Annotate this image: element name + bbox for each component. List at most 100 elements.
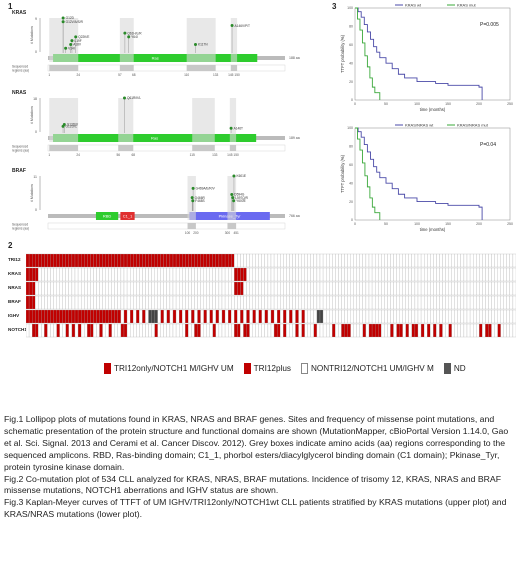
heatmap-cell bbox=[114, 309, 118, 324]
heatmap-cell bbox=[405, 281, 409, 296]
gene-panel-nras: NRAS 18 0 # Mutations Ras 189 aa Sequencedregi… bbox=[12, 90, 300, 157]
heatmap-cell bbox=[332, 309, 336, 324]
heatmap-cell bbox=[240, 253, 244, 268]
heatmap-cell bbox=[148, 253, 152, 268]
heatmap-cell bbox=[228, 281, 232, 296]
heatmap-cell bbox=[169, 295, 174, 310]
heatmap-cell bbox=[111, 267, 115, 282]
heatmap-cell bbox=[512, 253, 516, 268]
heatmap-cell bbox=[335, 295, 339, 310]
mutation-label: F468S bbox=[195, 199, 204, 203]
heatmap-cell bbox=[283, 253, 287, 268]
heatmap-cell bbox=[310, 281, 314, 296]
heatmap-cell bbox=[307, 309, 311, 324]
heatmap-cell bbox=[424, 309, 428, 324]
heatmap-cell bbox=[427, 267, 431, 282]
heatmap-cell bbox=[123, 267, 128, 282]
fig2-panel-number: 2 bbox=[8, 241, 13, 250]
heatmap-cell bbox=[41, 295, 45, 310]
heatmap-cell bbox=[445, 295, 449, 310]
heatmap-cell bbox=[231, 267, 235, 282]
heatmap-cell bbox=[163, 309, 167, 324]
heatmap-cell bbox=[417, 295, 422, 310]
seq-label: Sequenced bbox=[12, 145, 28, 149]
region-tick-label: 145 bbox=[227, 153, 233, 157]
y-tick-label: 0 bbox=[351, 218, 353, 222]
heatmap-cell bbox=[350, 281, 354, 296]
heatmap-cell bbox=[454, 253, 458, 268]
heatmap-cell bbox=[439, 309, 443, 324]
heatmap-cell bbox=[68, 309, 73, 324]
x-tick-label: 250 bbox=[507, 102, 513, 106]
heatmap-cell bbox=[228, 295, 232, 310]
heatmap-cell bbox=[258, 309, 262, 324]
heatmap-cell bbox=[289, 253, 293, 268]
heatmap-cell bbox=[221, 295, 226, 310]
heatmap-cell bbox=[433, 267, 437, 282]
heatmap-cell bbox=[197, 309, 201, 324]
lollipop-head bbox=[193, 42, 197, 46]
heatmap-cell bbox=[111, 309, 115, 324]
heatmap-cell bbox=[350, 323, 354, 338]
heatmap-cell bbox=[506, 323, 510, 338]
heatmap-cell bbox=[142, 281, 146, 296]
heatmap-cell bbox=[203, 281, 207, 296]
heatmap-cell bbox=[151, 253, 155, 268]
heatmap-cell bbox=[405, 253, 409, 268]
heatmap-cell bbox=[506, 295, 510, 310]
heatmap-cell bbox=[68, 253, 73, 268]
heatmap-cell bbox=[301, 253, 305, 268]
heatmap-cell bbox=[231, 295, 235, 310]
heatmap-cell bbox=[123, 309, 128, 324]
protein-length: 766 aa bbox=[289, 214, 300, 218]
heatmap-cell bbox=[133, 253, 137, 268]
heatmap-cell bbox=[463, 281, 468, 296]
heatmap-cell bbox=[44, 295, 48, 310]
heatmap-cell bbox=[405, 295, 409, 310]
heatmap-cell bbox=[350, 295, 354, 310]
heatmap-cell bbox=[252, 295, 256, 310]
sequenced-region-box bbox=[119, 65, 134, 71]
heatmap-cell bbox=[414, 309, 419, 324]
heatmap-cell bbox=[194, 309, 198, 324]
heatmap-cell bbox=[212, 323, 216, 338]
heatmap-cell bbox=[362, 253, 367, 268]
heatmap-cell bbox=[163, 323, 167, 338]
heatmap-cell bbox=[411, 267, 416, 282]
y-tick-label: 9 bbox=[35, 17, 37, 21]
heatmap-cell bbox=[96, 253, 100, 268]
heatmap-cell bbox=[228, 309, 232, 324]
heatmap-cell bbox=[77, 323, 82, 338]
heatmap-cell bbox=[139, 323, 143, 338]
heatmap-cell bbox=[466, 267, 471, 282]
heatmap-cell bbox=[90, 323, 94, 338]
heatmap-cell bbox=[307, 295, 311, 310]
heatmap-cell bbox=[469, 309, 474, 324]
heatmap-cell bbox=[466, 309, 471, 324]
heatmap-cell bbox=[130, 267, 134, 282]
heatmap-cell bbox=[105, 267, 109, 282]
lollipop-head bbox=[123, 31, 127, 35]
y-tick-label: 11 bbox=[33, 175, 37, 179]
heatmap-cell bbox=[96, 281, 100, 296]
heatmap-row-label: NOTCH1 bbox=[8, 327, 27, 332]
legend-label: TRI12only/NOTCH1 M/IGHV UM bbox=[114, 364, 234, 373]
heatmap-cell bbox=[442, 281, 446, 296]
heatmap-cell bbox=[231, 309, 235, 324]
heatmap-cell bbox=[332, 267, 336, 282]
heatmap-cell bbox=[237, 309, 241, 324]
heatmap-cell bbox=[310, 323, 314, 338]
heatmap-cell bbox=[194, 267, 198, 282]
heatmap-cell bbox=[267, 267, 272, 282]
heatmap-cell bbox=[114, 323, 118, 338]
heatmap-cell bbox=[396, 267, 400, 282]
sequenced-region-box bbox=[187, 223, 196, 229]
heatmap-cell bbox=[375, 309, 379, 324]
heatmap-cell bbox=[371, 309, 376, 324]
heatmap-cell bbox=[77, 267, 82, 282]
heatmap-cell bbox=[246, 323, 250, 338]
sequenced-regions-strip bbox=[47, 222, 286, 230]
heatmap-cell bbox=[506, 253, 510, 268]
km-curve-wt bbox=[355, 7, 483, 100]
seq-label: regions (aa) bbox=[12, 149, 29, 153]
